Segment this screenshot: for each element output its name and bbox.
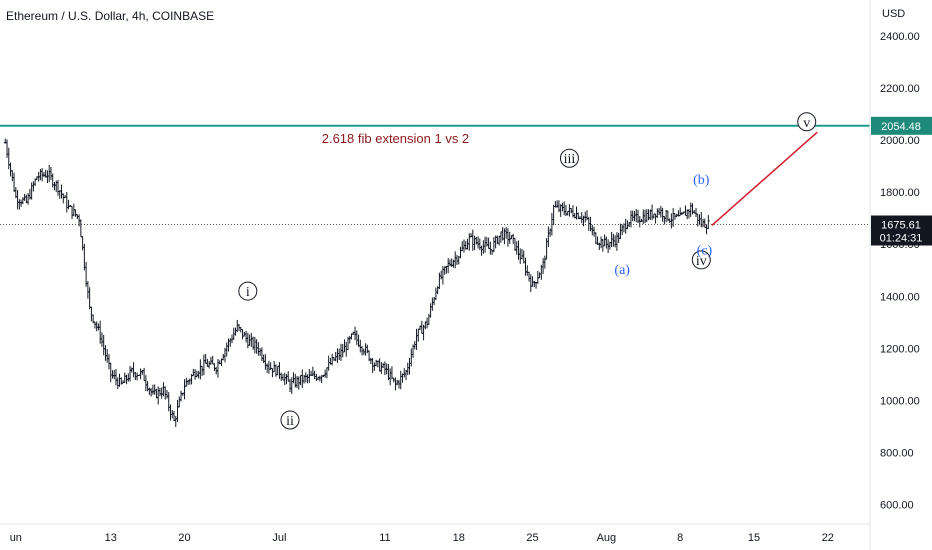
- y-tick-label: 800.00: [880, 448, 914, 460]
- x-tick-label: Aug: [597, 532, 617, 544]
- wave-label: i: [246, 285, 250, 300]
- fib-extension-label: 2.618 fib extension 1 vs 2: [322, 131, 469, 146]
- fib-price-badge: [871, 116, 932, 135]
- projection-trendline[interactable]: [711, 131, 818, 227]
- y-tick-label: 600.00: [880, 500, 914, 512]
- current-price-badge: [871, 215, 932, 246]
- wave-label: (a): [614, 263, 630, 278]
- x-tick-label: 20: [178, 532, 190, 544]
- wave-label: ii: [286, 414, 294, 429]
- wave-label-circle: [280, 410, 300, 430]
- drawing-layer: 2.618 fib extension 1 vs 2: [0, 124, 870, 227]
- x-tick-label: 13: [105, 532, 117, 544]
- bar-countdown-label: 01:24:31: [880, 233, 923, 245]
- y-tick-label: 2200.00: [880, 83, 920, 95]
- wave-label: v: [803, 116, 810, 131]
- x-tick-label: 8: [677, 532, 683, 544]
- x-tick-label: 15: [748, 532, 760, 544]
- wave-label: (c): [697, 243, 713, 258]
- current-price-label: 1675.61: [881, 220, 921, 232]
- wave-label: iii: [564, 152, 576, 167]
- x-tick-label: Jul: [272, 532, 286, 544]
- candlestick-series: [3, 138, 710, 428]
- y-tick-label: 1800.00: [880, 187, 920, 199]
- wave-label: iv: [696, 254, 707, 269]
- wave-label-circle: [238, 281, 258, 301]
- wave-label-circle: [691, 250, 711, 270]
- currency-label: USD: [882, 8, 905, 20]
- y-tick-label: 2000.00: [880, 135, 920, 147]
- fib-price-badge-label: 2054.48: [881, 121, 921, 133]
- wave-label-circle: [797, 112, 817, 132]
- x-tick-label: 25: [526, 532, 538, 544]
- x-tick-label: un: [10, 532, 22, 544]
- x-tick-label: 22: [822, 532, 834, 544]
- y-tick-label: 1200.00: [880, 343, 920, 355]
- y-tick-label: 1400.00: [880, 291, 920, 303]
- x-tick-label: 18: [453, 532, 465, 544]
- chart-title: Ethereum / U.S. Dollar, 4h, COINBASE: [6, 9, 215, 23]
- y-tick-label: 2400.00: [880, 31, 920, 43]
- x-tick-label: 11: [379, 532, 390, 544]
- wave-label: (b): [693, 173, 710, 188]
- wave-label-circle: [559, 148, 579, 168]
- y-tick-label: 1000.00: [880, 396, 920, 408]
